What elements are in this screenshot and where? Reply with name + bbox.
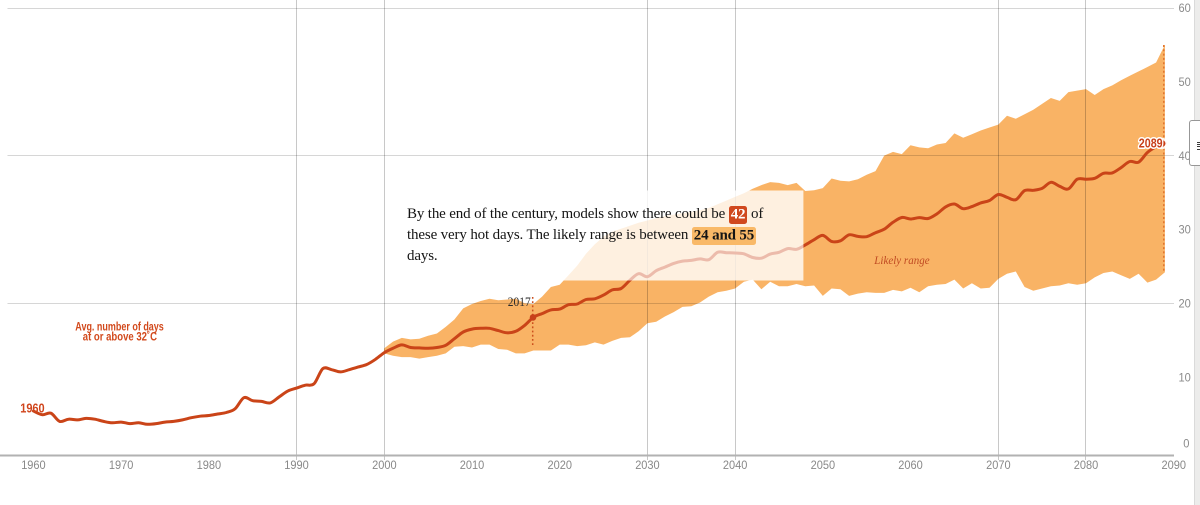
- svg-text:Likely range: Likely range: [873, 253, 930, 267]
- svg-text:at or above 32˚C: at or above 32˚C: [83, 332, 157, 344]
- svg-text:2070: 2070: [986, 458, 1011, 472]
- svg-text:2020: 2020: [548, 458, 573, 472]
- svg-text:2010: 2010: [460, 458, 485, 472]
- svg-text:60: 60: [1179, 3, 1191, 15]
- svg-text:2000: 2000: [372, 458, 397, 472]
- svg-text:2090: 2090: [1162, 458, 1187, 472]
- svg-text:2089: 2089: [1139, 137, 1163, 151]
- svg-text:2040: 2040: [723, 458, 748, 472]
- svg-text:40: 40: [1179, 151, 1191, 163]
- svg-text:1990: 1990: [284, 458, 309, 472]
- svg-text:1970: 1970: [109, 458, 134, 472]
- svg-text:2080: 2080: [1074, 458, 1099, 472]
- svg-text:2050: 2050: [811, 458, 836, 472]
- svg-text:2017: 2017: [508, 294, 531, 309]
- svg-text:1960: 1960: [20, 402, 45, 416]
- svg-text:1980: 1980: [197, 458, 222, 472]
- svg-text:0: 0: [1183, 439, 1189, 451]
- svg-text:Avg. number of days: Avg. number of days: [75, 322, 164, 334]
- svg-text:10: 10: [1179, 372, 1191, 384]
- svg-text:1960: 1960: [21, 458, 46, 472]
- svg-text:2060: 2060: [898, 458, 923, 472]
- svg-text:30: 30: [1179, 225, 1191, 237]
- svg-text:2030: 2030: [635, 458, 660, 472]
- svg-text:20: 20: [1179, 299, 1191, 311]
- svg-text:50: 50: [1179, 77, 1191, 89]
